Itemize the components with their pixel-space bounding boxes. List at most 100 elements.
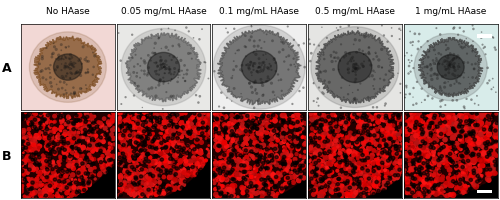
- Point: [115, 146, 123, 149]
- Point: [104, 158, 112, 161]
- Point: [32, 185, 40, 188]
- Point: [144, 181, 152, 185]
- Point: [120, 153, 128, 156]
- Point: [83, 60, 91, 64]
- Point: [428, 118, 436, 121]
- Circle shape: [310, 171, 314, 174]
- Point: [60, 147, 68, 150]
- Point: [75, 173, 83, 176]
- Point: [438, 155, 446, 159]
- Circle shape: [104, 190, 107, 193]
- Point: [408, 116, 416, 120]
- Point: [446, 113, 454, 116]
- Point: [61, 66, 69, 69]
- Point: [124, 117, 132, 120]
- Point: [470, 144, 478, 147]
- Point: [150, 136, 158, 139]
- Point: [454, 145, 462, 148]
- Point: [420, 139, 428, 142]
- Point: [328, 125, 336, 128]
- Point: [486, 117, 494, 120]
- Point: [302, 142, 310, 145]
- Point: [85, 133, 93, 136]
- Point: [172, 62, 180, 65]
- Point: [44, 115, 52, 118]
- Point: [265, 166, 273, 169]
- Point: [177, 60, 185, 63]
- Point: [75, 145, 83, 149]
- Point: [365, 182, 373, 186]
- Point: [250, 45, 258, 49]
- Point: [270, 187, 278, 190]
- Point: [272, 194, 280, 198]
- Circle shape: [146, 152, 150, 156]
- Circle shape: [60, 147, 64, 150]
- Point: [336, 177, 344, 180]
- Point: [165, 130, 173, 133]
- Point: [232, 121, 240, 124]
- Point: [310, 166, 318, 169]
- Point: [243, 167, 251, 170]
- Point: [76, 145, 84, 148]
- Point: [344, 195, 351, 198]
- Point: [287, 64, 295, 67]
- Point: [116, 152, 124, 156]
- Circle shape: [432, 117, 436, 120]
- Point: [52, 83, 60, 87]
- Point: [145, 186, 153, 189]
- Point: [419, 138, 427, 141]
- Point: [52, 183, 60, 186]
- Point: [296, 180, 304, 183]
- Circle shape: [231, 169, 234, 172]
- Point: [226, 122, 234, 125]
- Point: [324, 85, 332, 88]
- Point: [90, 130, 98, 133]
- Circle shape: [343, 154, 346, 157]
- Circle shape: [222, 166, 226, 169]
- Point: [270, 119, 278, 123]
- Circle shape: [262, 162, 265, 165]
- Point: [246, 183, 254, 186]
- Point: [263, 176, 271, 180]
- Polygon shape: [9, 10, 224, 200]
- Point: [423, 192, 431, 196]
- Point: [158, 113, 166, 116]
- Point: [94, 142, 102, 145]
- Circle shape: [46, 145, 50, 148]
- Point: [484, 172, 492, 175]
- Circle shape: [282, 132, 286, 135]
- Point: [259, 94, 267, 98]
- Point: [84, 68, 92, 72]
- Point: [85, 122, 93, 125]
- Point: [412, 102, 420, 106]
- Point: [320, 119, 328, 123]
- Point: [424, 66, 432, 69]
- Circle shape: [320, 180, 323, 183]
- Point: [432, 60, 440, 63]
- Point: [132, 126, 140, 129]
- Point: [366, 76, 374, 79]
- Point: [147, 60, 155, 63]
- Point: [44, 149, 52, 152]
- Point: [259, 164, 267, 167]
- Point: [433, 160, 441, 163]
- Point: [326, 140, 334, 143]
- Point: [138, 147, 146, 150]
- Point: [250, 191, 258, 194]
- Point: [338, 134, 345, 137]
- Point: [96, 172, 104, 175]
- Point: [188, 123, 196, 126]
- Point: [34, 119, 42, 122]
- Point: [263, 131, 271, 135]
- Circle shape: [396, 149, 400, 152]
- Point: [154, 118, 162, 121]
- Point: [161, 135, 169, 139]
- Circle shape: [412, 185, 416, 188]
- Point: [36, 145, 44, 148]
- Point: [424, 177, 432, 180]
- Point: [279, 114, 287, 117]
- Point: [415, 121, 423, 124]
- Circle shape: [240, 116, 243, 119]
- Point: [423, 65, 431, 69]
- Point: [318, 134, 326, 138]
